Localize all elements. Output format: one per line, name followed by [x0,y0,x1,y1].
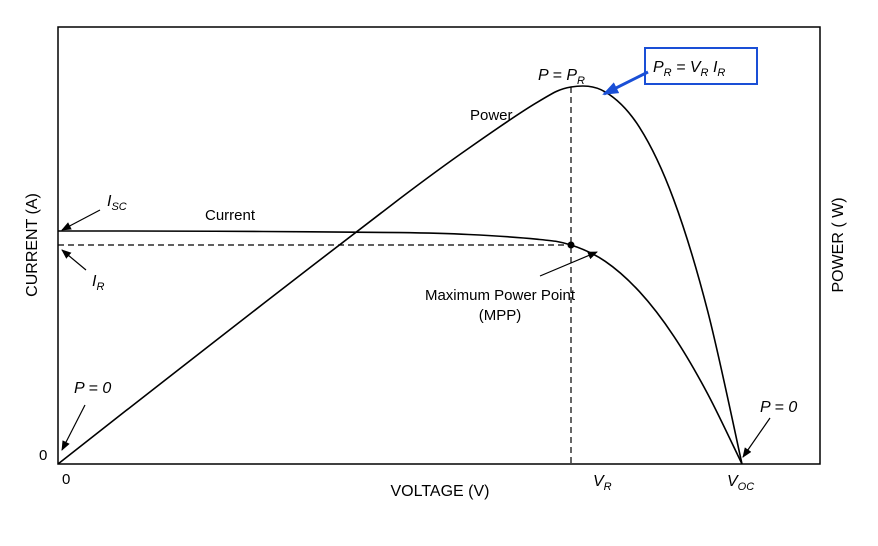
series-label-current: Current [205,207,256,224]
x-tick-origin: 0 [62,471,70,488]
y-tick-origin: 0 [39,447,47,464]
y-axis-label-right: POWER ( W) [830,197,847,292]
x-tick-vr: VR [593,473,612,493]
mpp-label-line1: Maximum Power Point [425,287,576,304]
p-zero-left-label: P = 0 [74,380,111,397]
series-current-line [57,230,743,465]
p-zero-left-arrow [61,404,86,451]
y-axis-label-left: CURRENT (A) [24,193,41,297]
series-power-line [57,85,743,465]
formula-text: PR = VR IR [653,59,725,79]
x-tick-voc: VOC [727,473,754,493]
p-zero-right-label: P = 0 [760,399,797,416]
mpp-point [567,241,575,249]
ir-arrow [61,249,87,271]
x-axis-label: VOLTAGE (V) [391,483,490,500]
isc-arrow [61,209,101,231]
isc-label: ISC [107,193,127,213]
mpp-arrow [539,251,598,277]
series-label-power: Power [470,107,513,124]
formula-arrow [602,70,649,96]
mpp-label-line2: (MPP) [479,307,522,324]
ir-label: IR [92,273,104,293]
p-equals-pr-label: P = PR [538,67,585,87]
p-zero-right-arrow [742,417,771,458]
formula-box [644,47,758,85]
